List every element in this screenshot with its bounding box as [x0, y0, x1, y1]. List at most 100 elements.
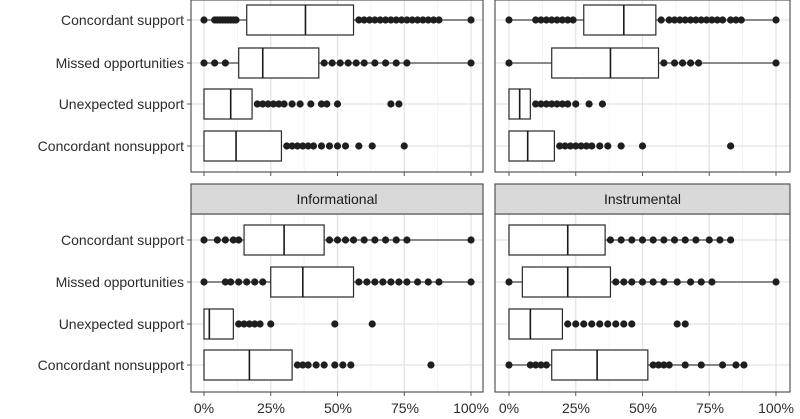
outlier-point	[649, 278, 657, 286]
outlier-point	[323, 100, 331, 108]
outlier-point	[200, 16, 208, 24]
outlier-point	[705, 236, 713, 244]
outlier-point	[537, 361, 545, 369]
outlier-point	[435, 16, 443, 24]
outlier-point	[577, 142, 585, 150]
category-label-concordant-nonsupport-bottom: Concordant nonsupport	[38, 357, 184, 373]
box-iqr	[508, 308, 564, 340]
outlier-point	[649, 236, 657, 244]
outlier-point	[727, 16, 735, 24]
outlier-point	[596, 142, 604, 150]
outlier-point	[532, 100, 540, 108]
box-iqr	[551, 349, 649, 381]
outlier-point	[397, 16, 406, 24]
outlier-point	[719, 361, 727, 369]
outlier-point	[400, 142, 408, 150]
outlier-point	[617, 236, 625, 244]
outlier-point	[381, 59, 390, 67]
boxplot-concordant-nonsupport	[203, 130, 408, 162]
category-label-unexpected-support-bottom: Unexpected support	[59, 316, 184, 332]
outlier-point	[269, 100, 278, 108]
x-tick-label-left-50: 50%	[324, 400, 352, 416]
outlier-point	[580, 320, 588, 328]
panel-2	[494, 0, 791, 176]
outlier-point	[713, 16, 721, 24]
outlier-point	[435, 278, 443, 286]
outlier-point	[371, 16, 379, 24]
box-iqr	[551, 47, 660, 79]
outlier-point	[612, 320, 620, 328]
outlier-point	[293, 361, 302, 369]
outlier-point	[772, 278, 780, 286]
boxplot-unexpected-support	[508, 308, 689, 340]
outlier-point	[681, 361, 689, 369]
outlier-point	[288, 142, 296, 150]
outlier-point	[708, 278, 716, 286]
outlier-point	[582, 142, 591, 150]
labels-layer: Concordant support Missed opportunities …	[38, 12, 184, 373]
outlier-point	[596, 320, 604, 328]
outlier-point	[665, 16, 673, 24]
x-tick-label-right-0: 0%	[499, 400, 519, 416]
strip-background	[494, 183, 791, 215]
outlier-point	[558, 100, 567, 108]
outlier-point	[572, 100, 580, 108]
outlier-point	[638, 278, 647, 286]
outlier-point	[339, 361, 347, 369]
outlier-point	[387, 278, 395, 286]
outlier-point	[360, 59, 368, 67]
outlier-point	[280, 100, 288, 108]
outlier-point	[299, 142, 307, 150]
outlier-point	[251, 278, 259, 286]
outlier-point	[333, 236, 342, 244]
boxplot-concordant-nonsupport	[505, 349, 748, 381]
boxplot-missed-opportunities	[200, 266, 475, 298]
facet-strip-instrumental: Instrumental	[494, 183, 791, 215]
outlier-point	[598, 100, 607, 108]
outlier-point	[660, 236, 668, 244]
outlier-point	[537, 100, 545, 108]
boxplot-unexpected-support	[203, 88, 403, 120]
outlier-point	[553, 100, 561, 108]
panel-4	[494, 213, 791, 396]
outlier-point	[347, 361, 355, 369]
box-iqr	[246, 4, 355, 36]
outlier-point	[649, 361, 657, 369]
boxplot-concordant-nonsupport	[508, 130, 735, 162]
outlier-point	[355, 16, 363, 24]
outlier-point	[612, 278, 620, 286]
outlier-point	[678, 59, 687, 67]
outlier-point	[371, 236, 379, 244]
outlier-point	[355, 142, 363, 150]
panels-layer	[187, 0, 791, 396]
outlier-point	[395, 278, 403, 286]
boxplot-unexpected-support	[203, 308, 376, 340]
outlier-point	[681, 236, 689, 244]
outlier-point	[333, 100, 342, 108]
outlier-point	[211, 59, 219, 67]
outlier-point	[304, 361, 312, 369]
outlier-point	[381, 236, 390, 244]
outlier-point	[606, 236, 615, 244]
outlier-point	[505, 361, 513, 369]
box-iqr	[508, 224, 606, 256]
outlier-point	[221, 278, 229, 286]
boxplot-concordant-support	[508, 224, 735, 256]
outlier-point	[317, 100, 326, 108]
x-tick-label-right-75: 75%	[696, 400, 724, 416]
outlier-point	[259, 100, 267, 108]
outlier-point	[387, 100, 395, 108]
outlier-point	[558, 16, 567, 24]
outlier-point	[259, 278, 267, 286]
outlier-point	[467, 16, 475, 24]
outlier-point	[368, 142, 376, 150]
outlier-point	[368, 320, 376, 328]
outlier-point	[692, 16, 700, 24]
outlier-point	[628, 320, 636, 328]
outlier-point	[585, 100, 593, 108]
outlier-point	[694, 59, 703, 67]
outlier-point	[697, 361, 705, 369]
outlier-point	[737, 16, 745, 24]
outlier-point	[638, 142, 647, 150]
box-iqr	[583, 4, 657, 36]
